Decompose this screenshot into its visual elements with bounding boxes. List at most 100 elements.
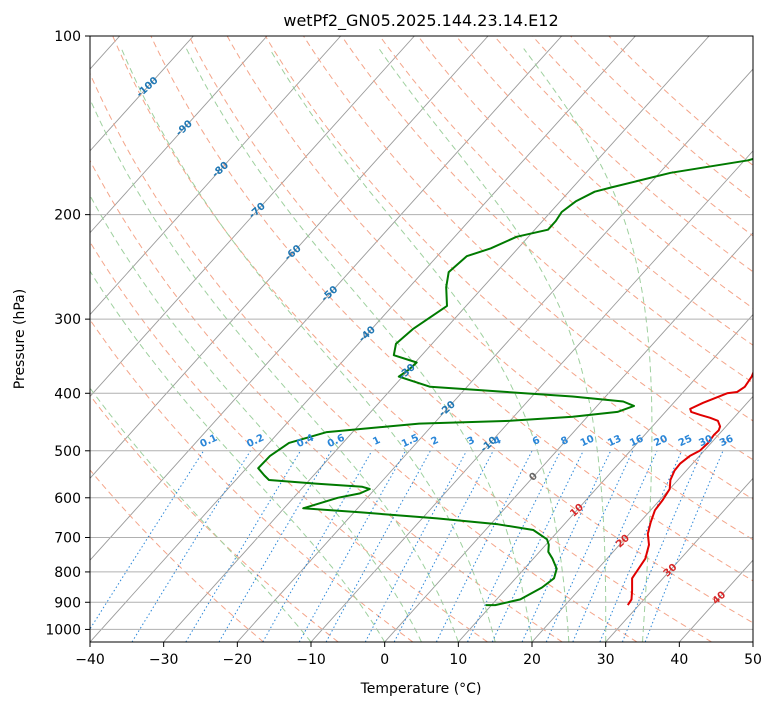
- x-tick-label: −10: [296, 652, 326, 668]
- mixing-ratio-label: 16: [628, 433, 645, 449]
- mixing-ratio-label: 10: [579, 433, 596, 449]
- dry-adiabat-line: [341, 36, 753, 422]
- isotherm-line: [90, 36, 563, 561]
- isotherm-line: [605, 477, 753, 642]
- dry-adiabat-line: [570, 36, 753, 201]
- y-tick-label: 100: [54, 29, 81, 45]
- mixing-ratio-label: 8: [559, 435, 570, 448]
- grid-lines: [90, 36, 753, 630]
- y-axis: 100 200 300 400 500 600 700 800 900 1000: [45, 29, 90, 638]
- dry-adiabat-line: [90, 394, 339, 642]
- moist-adiabat-line: [90, 97, 459, 642]
- dry-adiabat-line: [188, 36, 753, 582]
- dry-adiabat-line: [608, 36, 753, 166]
- mixing-ratio-label: 13: [606, 433, 623, 449]
- mixing-ratio-line: [298, 450, 407, 642]
- dry-adiabat-line: [455, 36, 753, 309]
- mixing-ratio-label: 0.6: [326, 433, 347, 450]
- dry-adiabat-line: [226, 36, 753, 541]
- x-axis-title: Temperature (°C): [360, 681, 482, 697]
- background-lines: [90, 36, 753, 642]
- y-tick-label: 700: [54, 531, 81, 547]
- isotherm-line: [90, 36, 489, 479]
- isotherm-line: [90, 36, 194, 152]
- mixing-ratio-label: 1: [371, 435, 382, 448]
- chart-title: wetPf2_GN05.2025.144.23.14.E12: [283, 11, 558, 31]
- isotherm-line: [752, 641, 753, 642]
- isotherm-line: [678, 559, 753, 642]
- mixing-ratio-line: [131, 450, 251, 642]
- x-tick-label: 0: [380, 652, 389, 668]
- y-tick-label: 500: [54, 444, 81, 460]
- x-tick-label: −20: [223, 652, 253, 668]
- temperature-profile-line: [626, 370, 753, 606]
- moist-adiabat-line: [90, 194, 422, 642]
- dry-adiabat-line: [150, 36, 753, 624]
- moist-adiabat-line: [269, 48, 570, 642]
- moist-adiabat-line: [185, 48, 533, 642]
- isotherm-line: [384, 232, 753, 642]
- y-tick-label: 400: [54, 386, 81, 402]
- dry-adiabat-line: [264, 36, 753, 500]
- mixing-ratio-line: [262, 450, 373, 642]
- mixing-ratio-line: [467, 450, 562, 642]
- y-tick-label: 600: [54, 491, 81, 507]
- isotherm-line: [90, 36, 415, 398]
- y-tick-label: 200: [54, 208, 81, 224]
- mixing-ratio-line: [393, 450, 494, 642]
- isotherm-line: [90, 36, 342, 316]
- mixing-ratio-label: 0.2: [245, 433, 266, 450]
- moist-adiabat-line: [120, 48, 496, 642]
- dry-adiabat-line: [493, 36, 753, 273]
- dry-adiabat-line: [90, 240, 488, 642]
- isotherm-line: [457, 313, 753, 642]
- x-tick-label: −30: [149, 652, 179, 668]
- isotherm-label: -100: [135, 75, 161, 100]
- isotherm-line: [310, 150, 753, 642]
- dry-adiabat-line: [532, 36, 753, 237]
- mixing-ratio-label: 0.1: [199, 433, 220, 450]
- x-tick-label: 40: [670, 652, 688, 668]
- x-tick-label: −40: [75, 652, 105, 668]
- plot-frame: [89, 35, 754, 643]
- mixing-ratio-label: 2: [430, 435, 441, 448]
- mixing-ratio-label: 4: [492, 435, 503, 448]
- moist-adiabat-line: [90, 270, 386, 642]
- mixing-ratio-line: [435, 450, 533, 642]
- mixing-ratio-line: [185, 450, 301, 642]
- isotherm-line: [163, 36, 710, 642]
- mixing-ratio-line: [90, 450, 205, 630]
- dry-adiabat-line: [417, 36, 753, 346]
- x-axis: −40 −30 −20 −10 0 10 20 30 40 50: [75, 642, 762, 668]
- isotherm-line: [236, 68, 753, 642]
- y-tick-label: 800: [54, 565, 81, 581]
- mixing-ratio-line: [644, 450, 724, 642]
- dry-adiabat-line: [90, 469, 264, 642]
- y-tick-label: 1000: [45, 622, 81, 638]
- mixing-ratio-label: 6: [531, 435, 542, 448]
- x-tick-label: 10: [449, 652, 467, 668]
- x-tick-label: 30: [597, 652, 615, 668]
- mixing-ratio-label: 20: [652, 433, 669, 449]
- isotherm-line: [90, 36, 636, 642]
- mixing-ratio-line: [621, 450, 703, 642]
- dewpoint-profile-line: [257, 157, 753, 607]
- y-axis-title: Pressure (hPa): [12, 289, 28, 389]
- mixing-ratio-label: 25: [677, 433, 694, 449]
- mixing-ratio-line: [599, 450, 683, 642]
- dry-adiabat-line: [90, 318, 414, 642]
- mixing-ratio-line: [572, 450, 658, 642]
- moist-adiabat-line: [378, 48, 607, 642]
- isotherm-line: [531, 395, 753, 642]
- mixing-ratio-label: 30: [697, 433, 714, 449]
- x-tick-label: 50: [744, 652, 762, 668]
- mixing-ratio-line: [325, 450, 431, 642]
- mixing-ratio-line: [364, 450, 468, 642]
- mixing-ratio-label: 1.5: [400, 433, 421, 450]
- mixing-ratio-label: 36: [718, 433, 735, 449]
- dry-adiabat-line: [90, 72, 638, 642]
- moist-adiabat-line: [523, 48, 653, 642]
- moist-adiabat-line: [90, 387, 312, 642]
- dry-adiabat-line: [90, 159, 563, 642]
